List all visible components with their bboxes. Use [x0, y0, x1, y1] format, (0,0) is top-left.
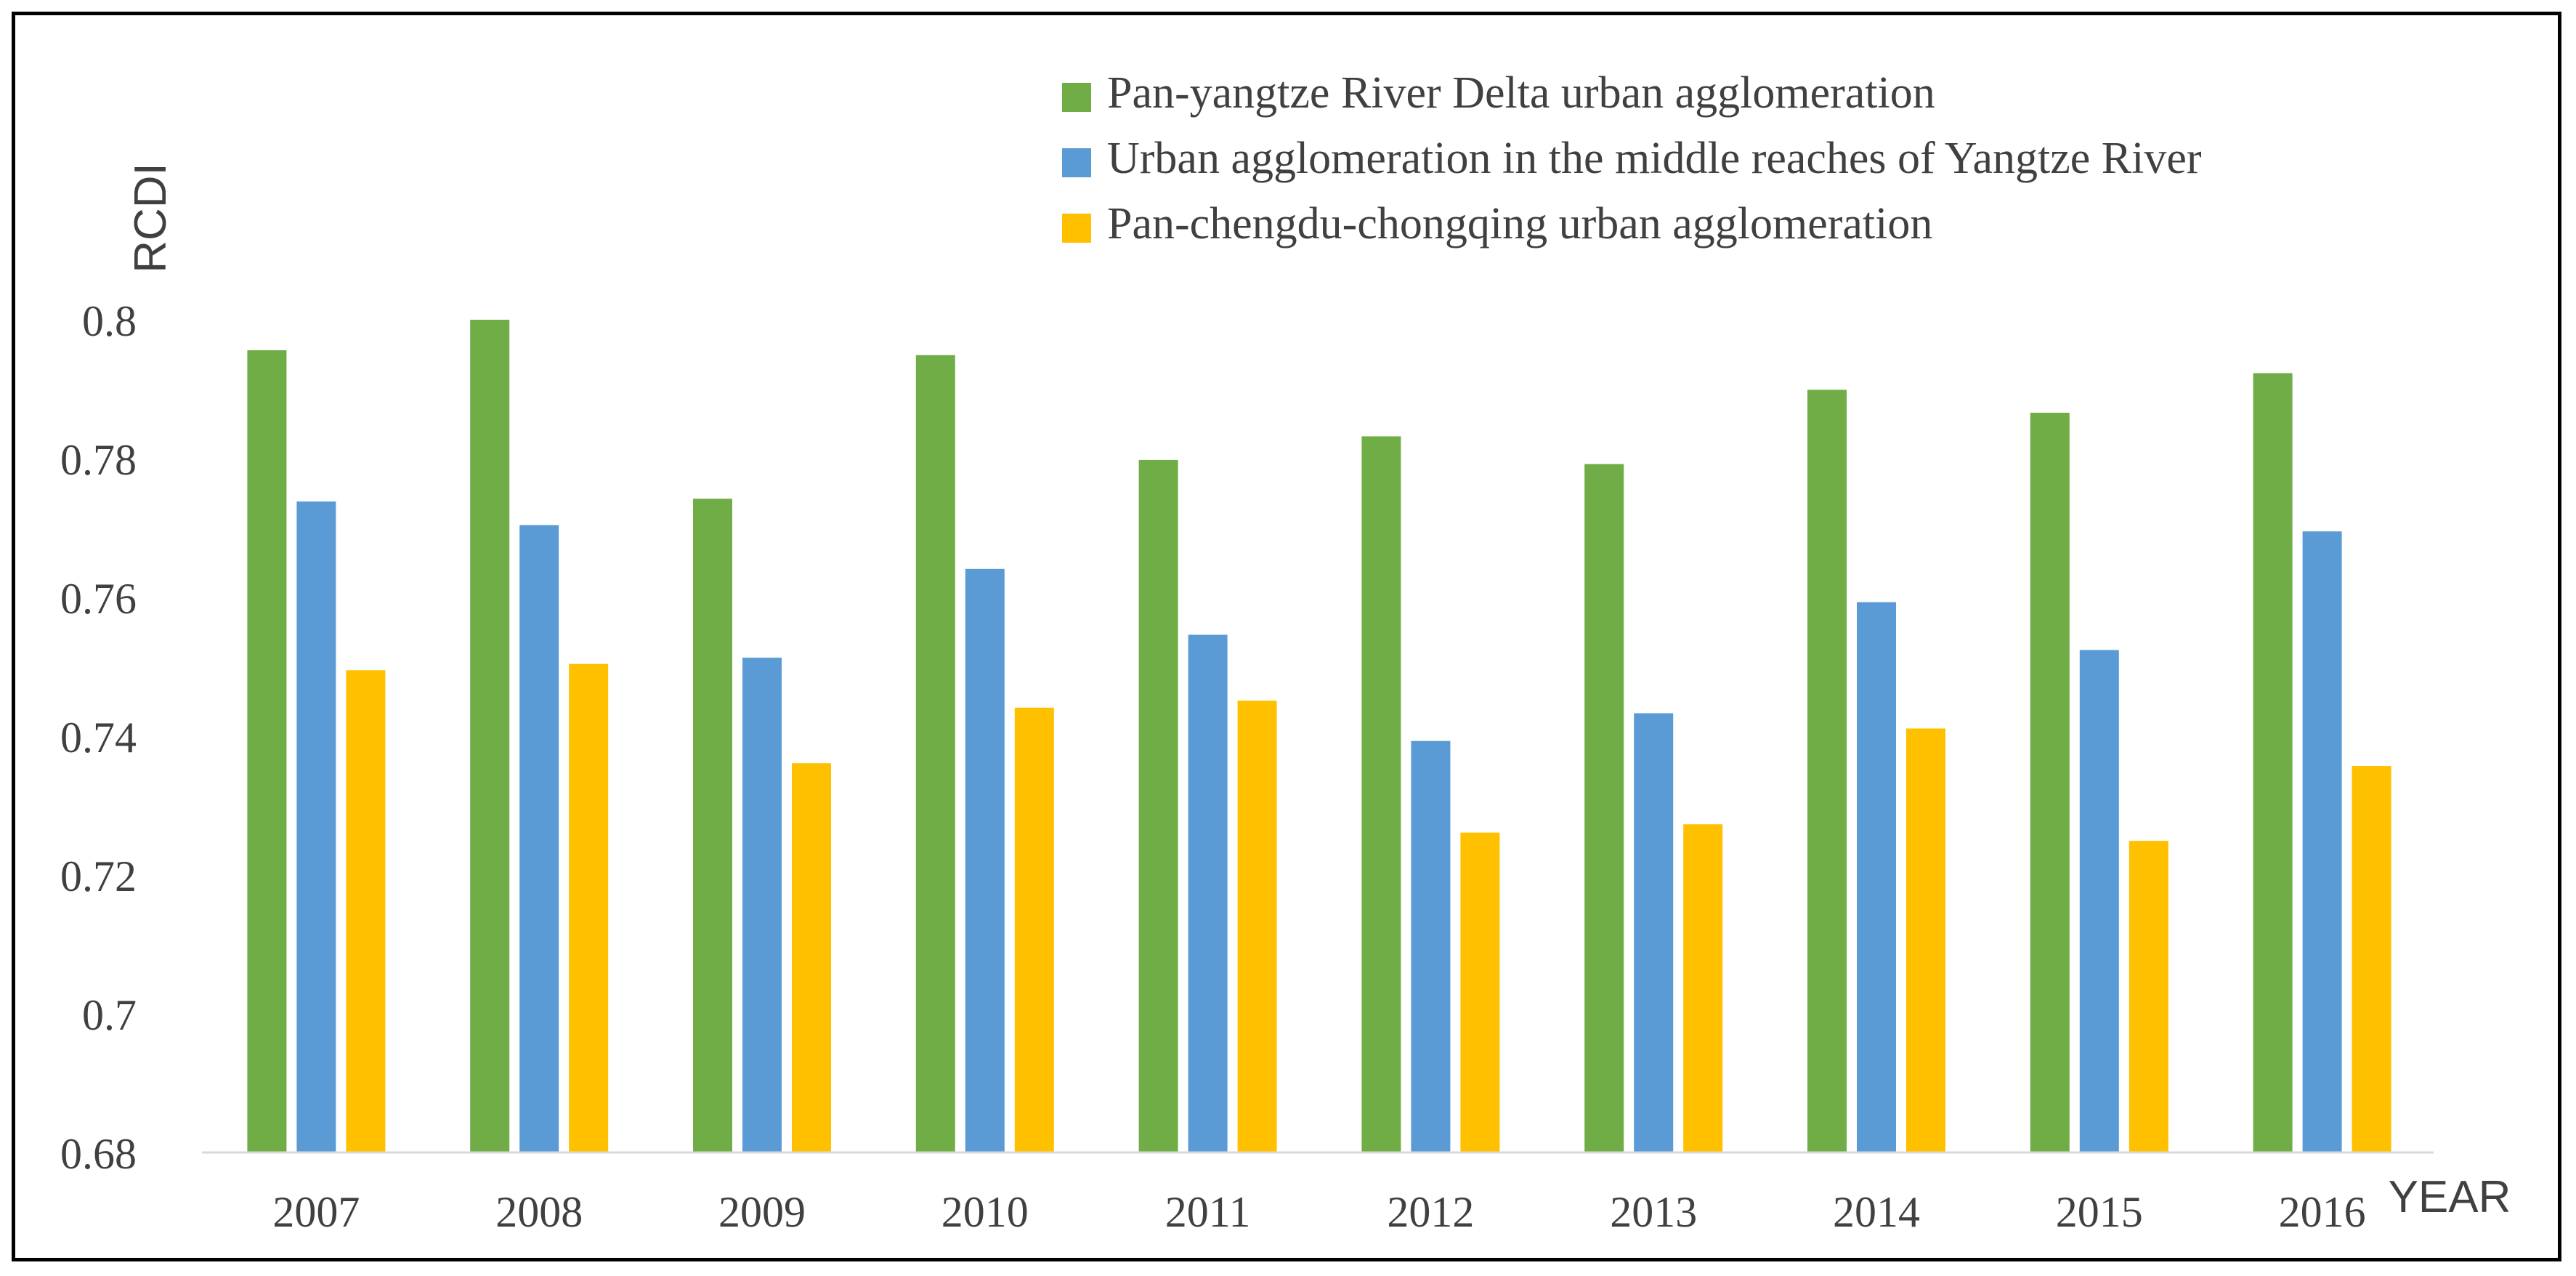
y-tick-label: 0.78	[60, 436, 137, 484]
bar-2009-series-2	[742, 658, 782, 1152]
y-tick-label: 0.8	[82, 297, 137, 345]
bar-2014-series-1	[1807, 389, 1847, 1152]
bar-2008-series-2	[519, 525, 559, 1152]
bar-2016-series-1	[2253, 373, 2293, 1153]
bar-2008-series-3	[569, 663, 609, 1152]
legend-swatch-1	[1062, 83, 1091, 112]
x-tick-label: 2013	[1610, 1188, 1697, 1236]
legend-swatch-2	[1062, 148, 1091, 177]
legend-label-2: Urban agglomeration in the middle reache…	[1107, 134, 2202, 183]
bar-2012-series-3	[1460, 832, 1500, 1152]
bar-2010-series-2	[965, 568, 1005, 1152]
x-tick-label: 2012	[1387, 1188, 1474, 1236]
legend-label-3: Pan-chengdu-chongqing urban agglomeratio…	[1107, 199, 1932, 249]
bar-2014-series-2	[1857, 602, 1896, 1152]
legend-swatch-3	[1062, 214, 1091, 243]
bar-2013-series-2	[1634, 713, 1674, 1152]
bar-2011-series-1	[1138, 459, 1178, 1152]
bar-2011-series-2	[1188, 634, 1228, 1152]
bar-2015-series-2	[2079, 650, 2119, 1152]
bar-2007-series-1	[247, 350, 287, 1152]
y-tick-label: 0.76	[60, 575, 137, 623]
y-tick-label: 0.74	[60, 714, 137, 762]
bar-2013-series-3	[1683, 824, 1723, 1152]
bar-2014-series-3	[1906, 728, 1945, 1152]
y-tick-label: 0.68	[60, 1130, 137, 1178]
x-tick-label: 2014	[1833, 1188, 1920, 1236]
x-tick-label: 2008	[495, 1188, 583, 1236]
bars	[247, 320, 2391, 1153]
bar-2012-series-2	[1411, 740, 1451, 1152]
bar-2015-series-3	[2129, 841, 2168, 1152]
bar-2007-series-2	[296, 501, 336, 1152]
bar-2009-series-1	[693, 498, 732, 1152]
x-axis-label: YEAR	[2389, 1172, 2511, 1222]
bar-2010-series-1	[915, 355, 955, 1153]
x-tick-label: 2009	[718, 1188, 806, 1236]
legend: Pan-yangtze River Delta urban agglomerat…	[1062, 68, 2202, 249]
bar-2013-series-1	[1584, 464, 1624, 1152]
bar-2011-series-3	[1237, 700, 1277, 1152]
legend-label-1: Pan-yangtze River Delta urban agglomerat…	[1107, 68, 1935, 118]
bar-2009-series-3	[792, 763, 831, 1152]
y-axis-label: RCDI	[126, 163, 176, 273]
x-axis-ticks: 2007 2008 2009 2010 2011 2012 2013 2014 2015 2016	[272, 1188, 2365, 1236]
y-tick-label: 0.72	[60, 852, 137, 900]
bar-2008-series-1	[470, 320, 510, 1152]
x-tick-label: 2015	[2056, 1188, 2143, 1236]
bar-2010-series-3	[1014, 707, 1054, 1152]
y-axis-ticks: 0.68 0.7 0.72 0.74 0.76 0.78 0.8	[60, 297, 137, 1178]
y-tick-label: 0.7	[82, 991, 137, 1039]
bar-2016-series-3	[2352, 766, 2391, 1152]
bar-2007-series-3	[346, 670, 386, 1152]
bar-2016-series-2	[2302, 531, 2342, 1152]
bar-2012-series-1	[1361, 436, 1401, 1152]
x-tick-label: 2007	[272, 1188, 360, 1236]
x-tick-label: 2016	[2279, 1188, 2366, 1236]
x-tick-label: 2011	[1165, 1188, 1251, 1236]
bar-2015-series-1	[2030, 412, 2070, 1152]
x-tick-label: 2010	[941, 1188, 1029, 1236]
